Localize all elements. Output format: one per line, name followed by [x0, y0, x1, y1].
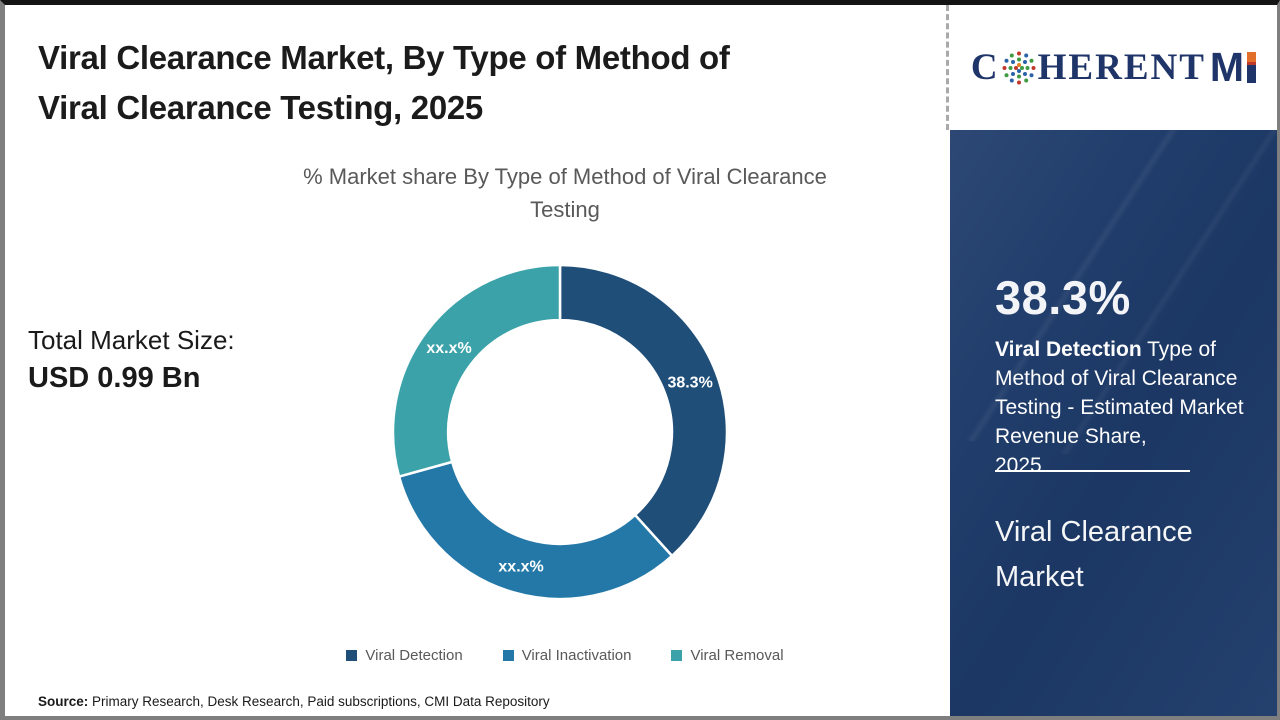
page-title-line-1: Viral Clearance Market, By Type of Metho…: [38, 39, 730, 76]
source-line: Source: Primary Research, Desk Research,…: [38, 694, 550, 709]
chart-subtitle: % Market share By Type of Method of Vira…: [145, 160, 985, 226]
donut-chart: 38.3% xx.x% xx.x%: [380, 252, 740, 612]
right-sidebar: 38.3% Viral Detection Type of Method of …: [950, 130, 1277, 716]
legend-item-viral-detection: Viral Detection: [346, 647, 463, 664]
legend-item-viral-removal: Viral Removal: [671, 647, 784, 664]
source-text: Primary Research, Desk Research, Paid su…: [88, 694, 550, 709]
sidebar-stat-year-row: 2025: [995, 451, 1190, 480]
coherent-mi-logo: C HERENT M: [970, 44, 1257, 90]
total-market-size: Total Market Size: USD 0.99 Bn: [28, 325, 235, 395]
logo-i-orange-top: [1247, 52, 1257, 62]
legend-item-viral-inactivation: Viral Inactivation: [502, 647, 632, 664]
donut-label-viral-removal: xx.x%: [426, 340, 471, 357]
year-underline-rule: [995, 470, 1190, 472]
donut-segment-viral-inactivation: [397, 460, 674, 601]
donut-segment-viral-detection: [558, 263, 729, 558]
sidebar-market-title: Viral Clearance Market: [995, 516, 1193, 593]
page-title: Viral Clearance Market, By Type of Metho…: [38, 33, 928, 133]
legend-swatch-viral-inactivation: [502, 650, 514, 661]
logo-letter-m: M: [1209, 44, 1245, 90]
sidebar-stat-description: Viral Detection Type of Method of Viral …: [995, 335, 1260, 480]
legend-label-viral-inactivation: Viral Inactivation: [521, 647, 632, 664]
donut-label-viral-inactivation: xx.x%: [498, 559, 543, 576]
source-label: Source:: [38, 694, 89, 709]
chart-legend: Viral Detection Viral Inactivation Viral…: [145, 647, 985, 664]
donut-chart-svg: 38.3% xx.x% xx.x%: [391, 263, 729, 601]
legend-swatch-viral-detection: [346, 650, 358, 661]
legend-swatch-viral-removal: [671, 650, 683, 661]
total-market-size-label: Total Market Size:: [28, 325, 235, 355]
sidebar-stat-value: 38.3%: [995, 271, 1131, 324]
logo-letter-c: C: [970, 47, 1000, 88]
sidebar-stat-text: Type of Method of Viral Clearance Testin…: [995, 338, 1244, 448]
donut-segment-viral-removal: [391, 263, 562, 479]
legend-label-viral-removal: Viral Removal: [690, 647, 784, 664]
logo-letter-i: [1247, 52, 1257, 83]
logo-globe-icon: [1002, 51, 1036, 84]
sidebar-content: 38.3% Viral Detection Type of Method of …: [950, 130, 1277, 600]
logo-letters-herent: HERENT: [1037, 47, 1206, 88]
sidebar-stat-highlight: Viral Detection: [995, 338, 1142, 361]
legend-label-viral-detection: Viral Detection: [365, 647, 463, 664]
chart-subtitle-line-1: % Market share By Type of Method of Vira…: [303, 164, 827, 189]
sidebar-stat-year: 2025: [995, 454, 1042, 477]
logo-i-red-band: [1247, 62, 1257, 65]
donut-label-viral-detection: 38.3%: [667, 374, 712, 391]
chart-subtitle-line-2: Testing: [530, 197, 600, 222]
logo-area: C HERENT M: [950, 5, 1277, 130]
total-market-size-value: USD 0.99 Bn: [28, 362, 201, 394]
page-title-line-2: Viral Clearance Testing, 2025: [38, 89, 483, 126]
dashed-divider: [946, 5, 949, 130]
